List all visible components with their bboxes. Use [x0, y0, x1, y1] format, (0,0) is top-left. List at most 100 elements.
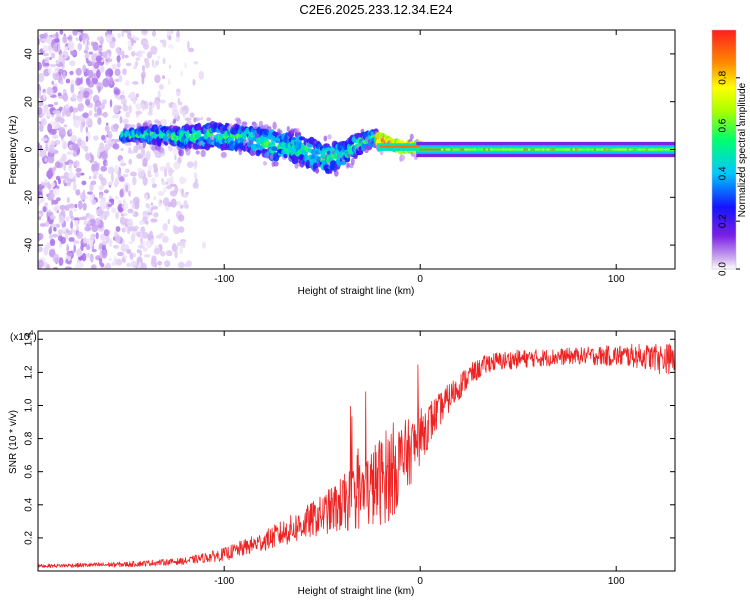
heatmap-cell-989 — [52, 134, 59, 139]
heatmap-cell-641 — [103, 229, 110, 237]
heatmap-cell-350 — [133, 65, 137, 70]
heatmap-cell-437 — [121, 50, 125, 60]
heatmap-cell-828 — [49, 215, 56, 220]
heatmap-cell-1280 — [193, 117, 197, 123]
heatmap-cell-449 — [73, 175, 76, 185]
heatmap-cell-2061 — [426, 148, 430, 151]
heatmap-cell-445 — [59, 204, 66, 210]
heatmap-cell-206 — [124, 168, 130, 174]
heatmap-cell-2105 — [530, 148, 533, 151]
heatmap-cell-375 — [92, 170, 99, 176]
heatmap-cell-2156 — [650, 148, 653, 151]
heatmap-cell-993 — [124, 80, 130, 87]
heatmap-cell-401 — [85, 45, 89, 52]
heatmap-cell-2106 — [532, 148, 536, 151]
heatmap-cell-2114 — [551, 148, 555, 151]
heatmap-cell-960 — [59, 175, 67, 179]
heatmap-cell-770 — [81, 252, 87, 262]
heatmap-cell-804 — [174, 249, 178, 259]
heatmap-cell-952 — [85, 253, 91, 258]
heatmap-cell-2097 — [511, 148, 515, 151]
heatmap-cell-858 — [132, 227, 137, 232]
heatmap-cell-2152 — [640, 148, 644, 151]
heatmap-cell-1477 — [252, 122, 259, 130]
heatmap-cell-143 — [122, 68, 127, 76]
heatmap-cell-1019 — [94, 99, 102, 108]
heatmap-cell-918 — [95, 217, 101, 226]
heatmap-cell-2058 — [419, 148, 423, 151]
heatmap-cell-800 — [153, 247, 161, 255]
heatmap-cell-922 — [138, 261, 142, 268]
heatmap-cell-938 — [98, 256, 103, 266]
heatmap-cell-919 — [69, 150, 74, 156]
heatmap-cell-399 — [117, 199, 122, 205]
heatmap-cell-710 — [98, 44, 103, 48]
heatmap-cell-6 — [177, 97, 181, 106]
heatmap-cell-1617 — [293, 155, 300, 161]
heatmap-cell-1141 — [151, 144, 157, 152]
heatmap-cell-638 — [157, 55, 160, 60]
heatmap-cell-833 — [166, 30, 172, 37]
colorbar-tick-label-2: 0.4 — [718, 166, 729, 180]
heatmap-cell-500 — [159, 200, 163, 204]
spectrogram-y-label: Frequency (Hz) — [8, 116, 19, 185]
heatmap-cell-133 — [125, 111, 130, 118]
heatmap-cell-683 — [69, 60, 76, 67]
heatmap-cell-430 — [115, 195, 119, 200]
heatmap-cell-2075 — [459, 148, 463, 151]
heatmap-cell-2158 — [654, 148, 658, 151]
heatmap-cell-1013 — [78, 86, 84, 91]
heatmap-cell-1005 — [112, 143, 120, 150]
heatmap-cell-854 — [159, 232, 165, 237]
heatmap-cell-602 — [42, 261, 48, 268]
heatmap-cell-862 — [142, 157, 148, 167]
heatmap-cell-2135 — [600, 148, 604, 151]
heatmap-cell-695 — [116, 61, 121, 68]
heatmap-cell-411 — [65, 109, 72, 117]
snr-frame — [37, 330, 676, 572]
colorbar-gradient — [712, 30, 736, 269]
heatmap-cell-592 — [43, 62, 50, 66]
heatmap-cell-837 — [55, 59, 60, 65]
heatmap-cell-749 — [177, 156, 182, 164]
heatmap-cell-80 — [107, 166, 115, 175]
heatmap-cell-915 — [70, 227, 74, 233]
heatmap-cell-859 — [183, 263, 189, 268]
heatmap-cell-34 — [68, 237, 75, 242]
heatmap-cell-984 — [187, 40, 190, 50]
heatmap-cell-618 — [135, 103, 142, 111]
heatmap-cell-2162 — [664, 148, 667, 151]
heatmap-cell-2128 — [584, 148, 587, 151]
heatmap-cell-2163 — [666, 148, 670, 151]
heatmap-cell-827 — [114, 89, 120, 95]
heatmap-cell-2077 — [464, 148, 468, 151]
heatmap-cell-2052 — [405, 145, 409, 148]
heatmap-cell-839 — [116, 55, 121, 63]
heatmap-cell-976 — [99, 194, 103, 199]
heatmap-cell-2148 — [631, 148, 635, 151]
heatmap-cell-903 — [182, 240, 186, 249]
heatmap-cell-377 — [130, 260, 138, 267]
heatmap-cell-814 — [170, 198, 177, 208]
heatmap-cell-2076 — [461, 148, 465, 151]
heatmap-cell-1753 — [334, 169, 339, 177]
heatmap-cell-347 — [158, 84, 164, 90]
heatmap-cell-138 — [174, 153, 177, 161]
snr-x-label: Height of straight line (km) — [298, 586, 415, 597]
heatmap-cell-982 — [62, 110, 65, 117]
heatmap-cell-2069 — [445, 148, 449, 151]
heatmap-cell-639 — [142, 263, 147, 269]
heatmap-cell-660 — [73, 244, 76, 253]
heatmap-cell-539 — [123, 212, 128, 216]
heatmap-cell-620 — [73, 149, 77, 157]
heatmap-cell-323 — [162, 235, 169, 243]
heatmap-cell-706 — [63, 182, 68, 187]
heatmap-cell-983 — [120, 162, 127, 167]
heatmap-cell-914 — [87, 191, 93, 195]
heatmap-cell-790 — [49, 238, 56, 247]
heatmap-cell-139 — [75, 189, 81, 196]
heatmap-cell-1536 — [269, 154, 274, 160]
heatmap-cell-978 — [117, 169, 122, 178]
heatmap-cell-589 — [38, 106, 43, 115]
heatmap-cell-2116 — [556, 148, 559, 151]
